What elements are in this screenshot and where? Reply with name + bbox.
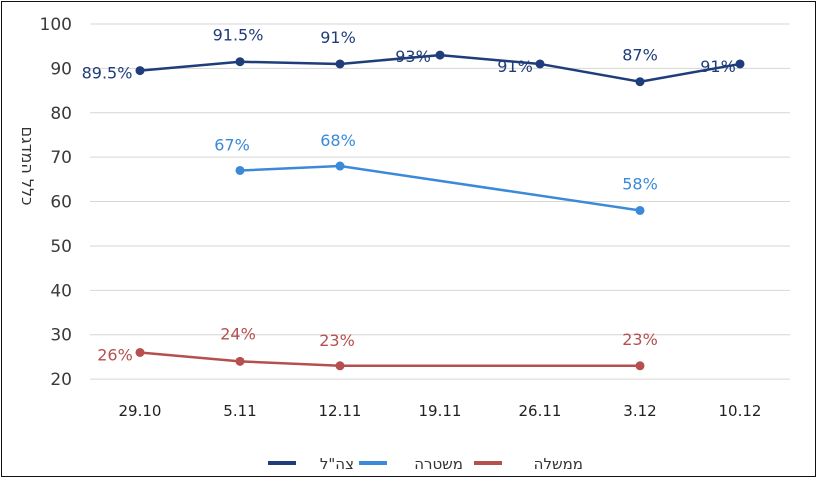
x-tick-label: 29.10 [119, 402, 162, 420]
data-point [535, 59, 545, 69]
data-point [135, 347, 145, 357]
data-point [235, 165, 245, 175]
data-label: 58% [622, 174, 658, 193]
x-axis-ticks: 29.10 5.11 12.11 19.11 26.11 3.12 10.12 [119, 402, 762, 420]
data-label: 93% [395, 47, 431, 66]
x-tick-label: 12.11 [319, 402, 362, 420]
data-point [635, 205, 645, 215]
data-label: 24% [220, 324, 256, 343]
data-label: 23% [622, 330, 658, 349]
data-label: 91% [700, 57, 736, 76]
y-tick-label: 50 [50, 237, 72, 257]
data-point [435, 50, 445, 60]
series-line-1 [239, 164, 641, 212]
x-tick-label: 26.11 [519, 402, 562, 420]
y-tick-label: 30 [50, 326, 72, 346]
data-point [135, 66, 145, 76]
data-point [335, 361, 345, 371]
y-tick-label: 90 [50, 59, 72, 79]
y-tick-label: 70 [50, 148, 72, 168]
data-point [235, 57, 245, 67]
data-point [735, 59, 745, 69]
gridlines [90, 23, 790, 380]
data-point [335, 59, 345, 69]
x-tick-label: 10.12 [719, 402, 762, 420]
data-point [335, 161, 345, 171]
x-tick-label: 19.11 [419, 402, 462, 420]
y-tick-label: 20 [50, 370, 72, 390]
data-point [635, 361, 645, 371]
series-line-2 [139, 351, 640, 368]
data-label: 26% [97, 345, 133, 364]
data-label: 87% [622, 46, 658, 65]
data-point [235, 356, 245, 366]
legend-label: ממשלה [534, 455, 583, 473]
data-point [635, 77, 645, 87]
legend: צה"ל משטרה ממשלה [268, 455, 583, 473]
y-tick-label: 40 [50, 281, 72, 301]
y-axis-label: כלל המדגם [18, 127, 37, 206]
legend-label: משטרה [414, 455, 463, 473]
legend-label: צה"ל [320, 455, 354, 473]
data-label: 91.5% [213, 26, 264, 45]
x-tick-label: 3.12 [623, 402, 656, 420]
data-label: 91% [497, 57, 533, 76]
y-tick-label: 80 [50, 104, 72, 124]
data-label: 67% [214, 135, 250, 154]
data-label: 68% [320, 131, 356, 150]
y-axis-ticks: 20 30 40 50 60 70 80 90 100 [40, 15, 72, 390]
x-tick-label: 5.11 [223, 402, 256, 420]
data-labels: 89.5% 91.5% 91% 93% 91% 87% 91% 67% 68% 58% 26% 24%… [82, 26, 736, 365]
y-tick-label: 60 [50, 193, 72, 213]
y-tick-label: 100 [40, 15, 72, 35]
series-group [135, 50, 745, 371]
data-label: 23% [319, 331, 355, 350]
data-label: 89.5% [82, 64, 133, 83]
data-label: 91% [320, 28, 356, 47]
